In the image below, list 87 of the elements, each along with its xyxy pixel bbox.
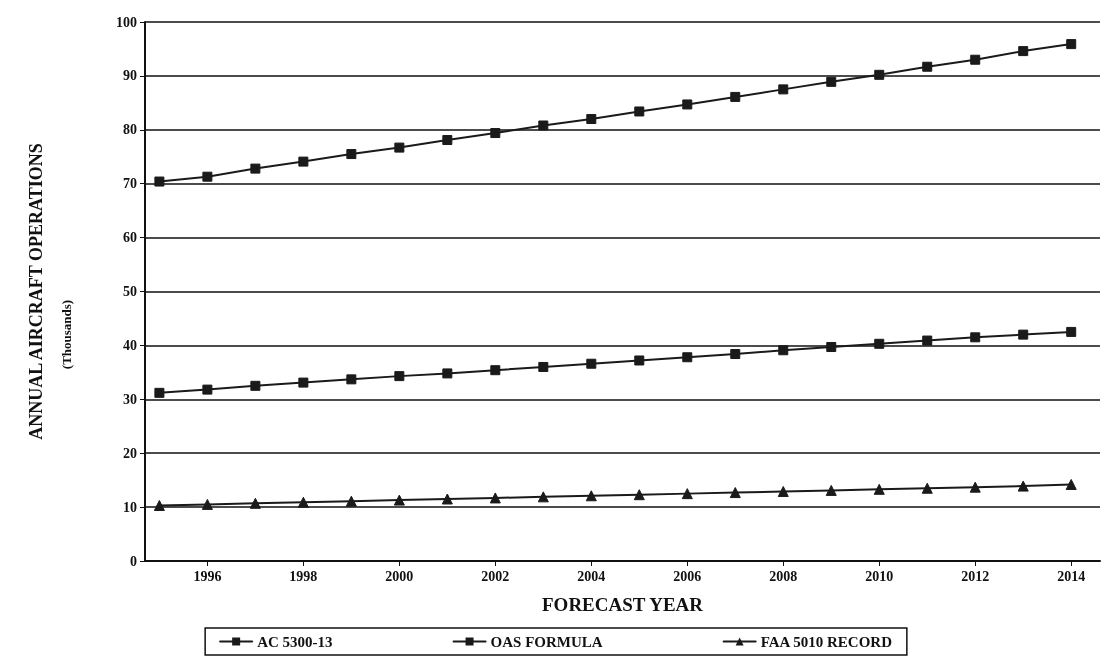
point <box>154 387 165 398</box>
point <box>874 69 885 80</box>
x-tick-label: 1998 <box>289 568 318 584</box>
point <box>249 497 261 509</box>
point <box>1018 46 1029 57</box>
point <box>970 54 981 65</box>
point <box>489 492 501 504</box>
point <box>777 485 789 497</box>
point <box>873 483 885 495</box>
point <box>633 489 645 501</box>
y-tick-label: 30 <box>123 391 137 407</box>
point <box>297 496 309 508</box>
point <box>681 488 693 500</box>
point <box>874 338 885 349</box>
point <box>538 361 549 372</box>
point <box>153 499 165 511</box>
point <box>201 498 213 510</box>
legend-label: OAS FORMULA <box>490 633 603 650</box>
y-tick-label: 70 <box>123 176 137 192</box>
point <box>826 342 837 353</box>
point <box>442 135 453 146</box>
y-axis-title: ANNUAL AIRCRAFT OPERATIONS <box>26 143 46 440</box>
y-tick-label: 60 <box>123 230 137 246</box>
point <box>970 332 981 343</box>
x-tick-label: 2002 <box>481 568 510 584</box>
point <box>634 106 645 117</box>
point <box>1017 480 1029 492</box>
point <box>1066 326 1077 337</box>
point <box>969 481 981 493</box>
x-tick-label: 2008 <box>769 568 798 584</box>
point <box>442 368 453 379</box>
text: (Thousands) <box>59 299 74 370</box>
point <box>490 365 501 376</box>
point <box>682 352 693 363</box>
x-tick-label: 2012 <box>961 568 990 584</box>
point <box>394 142 405 153</box>
point <box>921 482 933 494</box>
point <box>586 358 597 369</box>
x-tick-label: 2004 <box>577 568 606 584</box>
legend-label: FAA 5010 RECORD <box>760 633 893 650</box>
x-tick-label: 2000 <box>385 568 414 584</box>
point <box>250 163 261 174</box>
point <box>537 491 549 503</box>
point <box>1018 329 1029 340</box>
point <box>922 61 933 72</box>
point <box>298 156 309 167</box>
x-tick-label: 2010 <box>865 568 894 584</box>
point <box>730 91 741 102</box>
point <box>634 355 645 366</box>
point <box>729 487 741 499</box>
point <box>826 76 837 87</box>
point <box>778 84 789 95</box>
point <box>538 120 549 131</box>
x-tick-label: 1996 <box>193 568 222 584</box>
y-tick-label: 0 <box>130 553 137 569</box>
point <box>154 176 165 187</box>
point <box>586 114 597 125</box>
point <box>393 494 405 506</box>
point <box>682 99 693 110</box>
y-tick-label: 90 <box>123 68 137 84</box>
point <box>202 171 213 182</box>
x-axis-title: FORECAST YEAR <box>542 594 704 615</box>
y-tick-label: 50 <box>123 284 137 299</box>
y-tick-label: 100 <box>116 14 137 30</box>
point <box>202 384 213 395</box>
point <box>441 493 453 505</box>
legend-label: AC 5300-13 <box>257 633 333 650</box>
point <box>1065 478 1077 490</box>
x-tick-label: 2014 <box>1057 568 1086 584</box>
point <box>394 371 405 382</box>
y-tick-label: 20 <box>123 445 137 461</box>
y-tick-label: 10 <box>123 499 137 515</box>
point <box>922 335 933 346</box>
point <box>345 495 357 507</box>
point <box>778 345 789 356</box>
point <box>825 484 837 496</box>
point <box>730 349 741 360</box>
point <box>490 128 501 139</box>
point <box>1066 39 1077 50</box>
point <box>298 377 309 388</box>
point <box>585 490 597 502</box>
point <box>346 149 357 160</box>
y-tick-label: 80 <box>123 122 137 138</box>
point <box>346 374 357 385</box>
y-tick-label: 40 <box>123 337 137 353</box>
point <box>250 380 261 391</box>
x-tick-label: 2006 <box>673 568 702 584</box>
